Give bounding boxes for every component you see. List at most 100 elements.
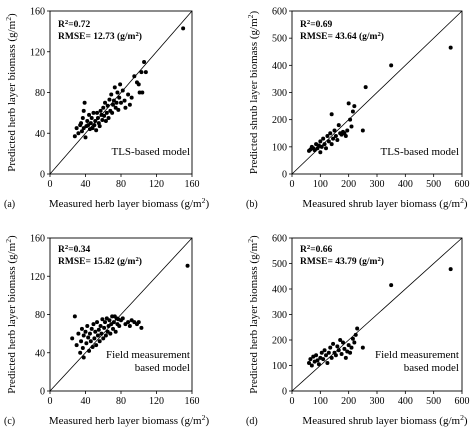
data-point	[324, 146, 328, 151]
data-point	[307, 360, 311, 365]
data-point	[350, 109, 355, 114]
y-tick-label: 120	[30, 272, 45, 283]
x-tick-label: 40	[81, 179, 91, 190]
x-tick-label: 400	[398, 396, 413, 407]
panel-label: (a)	[4, 199, 15, 210]
data-point	[318, 150, 323, 155]
y-tick-label: 0	[282, 387, 287, 398]
x-tick-label: 120	[149, 396, 164, 407]
data-point	[319, 350, 324, 355]
data-point	[181, 26, 186, 31]
data-point	[342, 346, 347, 351]
data-point	[122, 98, 127, 103]
data-point	[84, 341, 89, 346]
model-label: Field measurement	[375, 349, 459, 361]
data-point	[127, 323, 132, 328]
data-point	[95, 110, 100, 115]
data-point	[74, 343, 79, 348]
data-point	[139, 325, 144, 330]
data-point	[343, 133, 348, 138]
y-axis-label: Predicted herb layer biomass (g/m2)	[4, 235, 19, 394]
y-tick-label: 100	[272, 142, 287, 153]
data-point	[325, 360, 330, 365]
data-point	[120, 88, 125, 93]
y-tick-label: 120	[30, 47, 45, 58]
one-to-one-line	[49, 237, 193, 392]
r-squared-label: R2=0.72	[58, 19, 90, 31]
data-point	[360, 128, 365, 133]
data-point	[95, 115, 100, 120]
data-point	[87, 331, 92, 336]
data-point	[129, 95, 134, 100]
data-point	[79, 121, 84, 126]
data-point	[324, 353, 328, 358]
data-point	[316, 362, 321, 367]
data-point	[329, 112, 334, 117]
x-axis-label: Measured herb layer biomass (g/m2)	[49, 196, 210, 211]
data-point	[83, 329, 88, 334]
data-point	[308, 357, 313, 362]
data-point	[114, 100, 119, 105]
y-tick-label: 300	[272, 310, 287, 321]
data-point	[142, 59, 147, 64]
x-tick-label: 300	[370, 179, 385, 190]
y-tick-label: 200	[272, 115, 287, 126]
y-tick-label: 0	[40, 170, 45, 181]
data-point	[102, 113, 107, 118]
data-point	[139, 70, 144, 75]
x-tick-label: 200	[341, 179, 356, 190]
data-point	[82, 100, 87, 105]
data-point	[85, 323, 90, 328]
data-point	[349, 124, 354, 129]
data-point	[89, 326, 94, 331]
panel-label: (b)	[246, 199, 258, 210]
data-point	[339, 352, 344, 357]
data-point	[348, 350, 353, 355]
data-point	[101, 105, 106, 110]
y-tick-label: 400	[272, 61, 287, 72]
y-tick-label: 600	[272, 7, 287, 18]
model-label: based model	[135, 362, 190, 374]
data-point	[97, 124, 102, 129]
data-point	[108, 331, 113, 336]
data-point	[333, 353, 338, 358]
x-axis-label: Measured shrub layer biomass (g/m2)	[302, 413, 467, 428]
data-point	[70, 336, 75, 341]
data-point	[389, 283, 394, 288]
data-point	[127, 102, 132, 107]
data-point	[389, 63, 394, 68]
model-label: TLS-based model	[111, 146, 190, 158]
data-point	[87, 112, 92, 117]
data-point	[345, 128, 350, 133]
data-point	[341, 340, 345, 345]
rmse-label: RMSE= 12.73 (g/m2)	[58, 31, 142, 43]
y-axis-label: Predicted shrub layer biomass (g/m2)	[246, 11, 261, 175]
data-point	[92, 123, 97, 128]
data-point	[322, 348, 327, 353]
x-tick-label: 500	[426, 396, 441, 407]
data-point	[332, 128, 337, 133]
r-squared-label: R2=0.34	[58, 244, 90, 256]
y-tick-label: 500	[272, 34, 287, 45]
data-point	[326, 139, 331, 144]
data-point	[85, 119, 90, 124]
data-point	[363, 85, 368, 90]
data-point	[312, 148, 317, 153]
data-point	[326, 350, 331, 355]
y-tick-label: 100	[272, 361, 287, 372]
y-tick-label: 500	[272, 259, 287, 270]
data-point	[113, 329, 118, 334]
data-point	[338, 338, 343, 342]
data-point	[95, 333, 100, 338]
y-tick-label: 300	[272, 88, 287, 99]
data-point	[98, 108, 103, 113]
panel-b: 0 100 200 300 400 500 600 0 100 200 300 400 500 600 R2…	[246, 7, 470, 211]
data-point	[331, 136, 336, 141]
data-point	[81, 333, 86, 338]
data-point	[103, 119, 108, 124]
model-label: Field measurement	[106, 349, 190, 361]
data-point	[103, 100, 108, 105]
data-point	[350, 336, 355, 341]
y-tick-label: 80	[35, 310, 45, 321]
